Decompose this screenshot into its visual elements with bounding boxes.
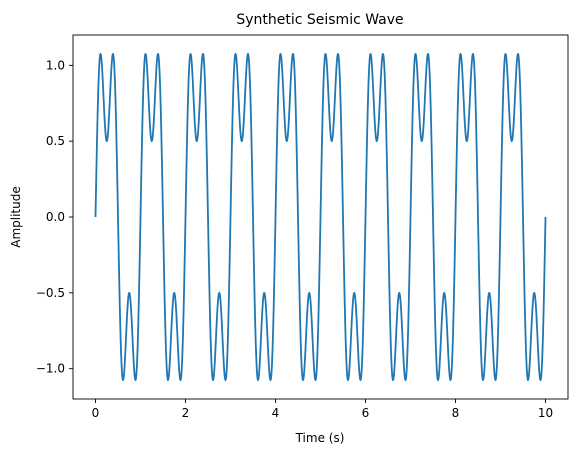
y-axis: −1.0 −0.5 0.0 0.5 1.0	[36, 58, 73, 376]
x-axis-label: Time (s)	[295, 431, 345, 445]
x-tick-label: 8	[452, 406, 460, 420]
plot-area	[94, 52, 547, 382]
x-tick-label: 0	[92, 406, 100, 420]
y-tick-label: −0.5	[36, 286, 65, 300]
x-axis: 0 2 4 6 8 10	[92, 399, 553, 420]
y-tick-label: −1.0	[36, 362, 65, 376]
x-tick-label: 2	[182, 406, 190, 420]
x-tick-label: 4	[272, 406, 280, 420]
y-axis-label: Amplitude	[9, 186, 23, 248]
series-line	[94, 52, 547, 382]
x-tick-label: 10	[538, 406, 553, 420]
y-tick-label: 0.0	[46, 210, 65, 224]
x-tick-label: 6	[362, 406, 370, 420]
chart-title: Synthetic Seismic Wave	[236, 12, 403, 28]
y-tick-label: 0.5	[46, 134, 65, 148]
y-tick-label: 1.0	[46, 58, 65, 72]
